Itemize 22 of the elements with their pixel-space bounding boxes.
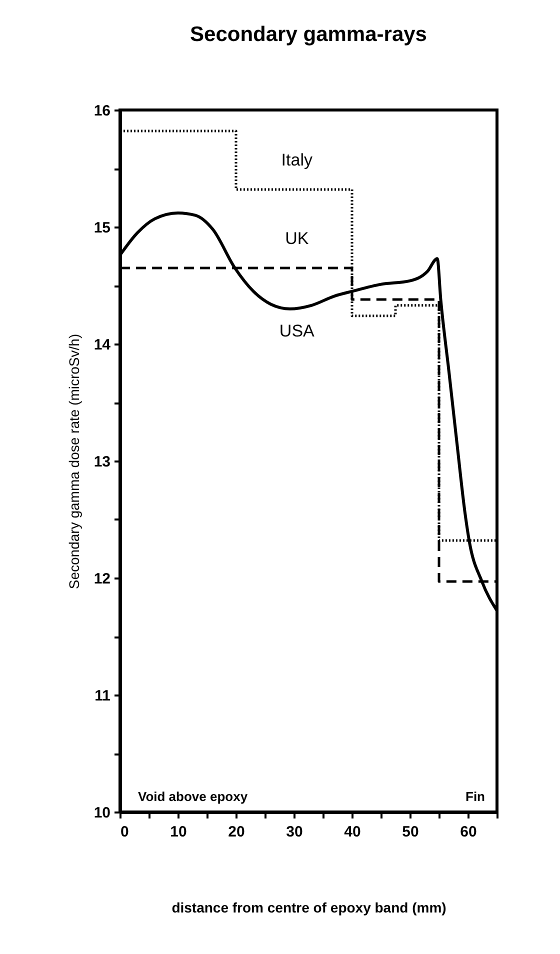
annotation: Fin — [466, 789, 486, 804]
x-tick-label: 40 — [344, 824, 361, 840]
y-tick-label: 12 — [94, 570, 110, 588]
series-label: UK — [285, 228, 310, 248]
y-tick-label: 16 — [94, 102, 110, 120]
y-tick-label: 14 — [94, 336, 112, 354]
y-tick-label: 15 — [94, 220, 110, 236]
chart-title: Secondary gamma-rays — [190, 23, 427, 46]
series-label: Italy — [281, 150, 313, 170]
y-tick-label: 10 — [94, 804, 110, 822]
x-axis-title: distance from centre of epoxy band (mm) — [172, 900, 446, 916]
x-tick-label: 30 — [286, 824, 303, 840]
annotation: Void above epoxy — [138, 789, 248, 804]
y-axis-title: Secondary gamma dose rate (microSv/h) — [66, 334, 82, 590]
y-tick-label: 11 — [94, 688, 110, 704]
x-tick-label: 50 — [402, 824, 419, 840]
y-tick-label: 13 — [94, 454, 110, 470]
x-tick-label: 0 — [120, 824, 129, 840]
series-label: USA — [279, 321, 316, 340]
x-tick-label: 60 — [460, 824, 477, 840]
x-tick-label: 10 — [170, 824, 187, 840]
x-tick-label: 20 — [228, 824, 245, 840]
